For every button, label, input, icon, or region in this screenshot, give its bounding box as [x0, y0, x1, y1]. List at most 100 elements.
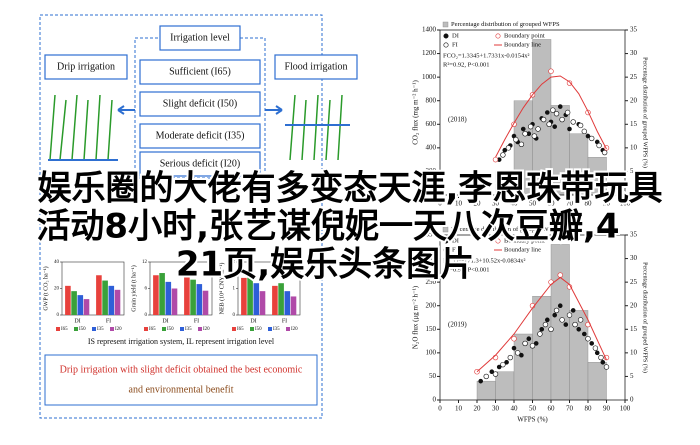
- mini-bar: [253, 283, 260, 315]
- legend-swatch: [442, 226, 449, 233]
- mini-category: FI: [194, 318, 199, 324]
- legend-label: Boundary point: [504, 32, 545, 39]
- right-box: [274, 54, 358, 80]
- point: [544, 317, 550, 323]
- mini-legend-label: I65: [237, 327, 244, 332]
- headline-line: 活动8小时,张艺谋倪妮一天八次豆瓣,4: [36, 207, 619, 247]
- mini-bar: [77, 295, 84, 315]
- x-tick-label: 100: [620, 200, 631, 208]
- point: [522, 340, 528, 347]
- legend-swatch: [443, 238, 449, 244]
- legend-swatch: [495, 33, 501, 39]
- point: [557, 104, 563, 109]
- legend-label: Boundary point: [504, 237, 545, 244]
- point: [576, 326, 582, 332]
- point: [581, 128, 587, 135]
- mini-legend-swatch: [250, 327, 254, 331]
- diagram-title: Irrigation level: [170, 32, 230, 43]
- mini-bar: [241, 277, 247, 315]
- y2-tick-label: 10: [630, 143, 638, 151]
- x-tick-label: 0: [438, 405, 442, 413]
- y2-tick-label: 15: [630, 120, 638, 128]
- legend-swatch: [442, 21, 449, 28]
- point: [504, 359, 509, 365]
- point: [564, 109, 571, 116]
- histogram-bar: [587, 362, 607, 401]
- title-box: [159, 25, 241, 51]
- point: [601, 149, 608, 156]
- x-tick-label: 20: [474, 405, 482, 413]
- year: (2018): [448, 116, 467, 124]
- point: [511, 336, 517, 342]
- mini-legend-swatch: [180, 327, 184, 331]
- y2-axis-label: Percentage distribution of grouped WFPS …: [642, 57, 649, 168]
- headline-line: 21页,娱乐头条图片: [176, 245, 474, 285]
- point: [519, 352, 524, 358]
- point: [557, 303, 563, 309]
- y-tick-label: 50: [429, 372, 437, 380]
- equation: FN₂O=-171.3+10.52x-0.0834x²: [443, 257, 526, 264]
- x-tick-label: 90: [603, 405, 611, 413]
- mini-tick-label: 12: [142, 260, 148, 265]
- mini-ylabel: Grain yield (t ha⁻¹): [130, 265, 137, 311]
- mini-legend-label: I50: [79, 327, 86, 332]
- mini-bar: [202, 290, 209, 315]
- legend-label: DI: [452, 237, 459, 244]
- left-frame: [39, 14, 323, 419]
- y-tick-label: 400: [426, 143, 437, 151]
- point: [544, 110, 550, 115]
- mini-bar: [171, 288, 178, 315]
- x-tick-label: 80: [585, 200, 593, 208]
- year: (2019): [448, 321, 467, 329]
- level-label: Serious deficit (I20): [160, 158, 241, 169]
- point: [514, 350, 521, 356]
- level-box: [139, 151, 261, 177]
- point: [548, 326, 554, 332]
- mini-tick-label: 0: [233, 313, 236, 318]
- point: [520, 126, 526, 132]
- mini-bar: [278, 283, 284, 315]
- point: [553, 110, 560, 117]
- point: [492, 156, 499, 163]
- mini-category: FI: [282, 318, 287, 324]
- x-tick-label: 80: [585, 405, 593, 413]
- mini-category: DI: [74, 318, 80, 324]
- mini-bar: [184, 277, 190, 315]
- point: [553, 307, 560, 314]
- point: [535, 126, 541, 132]
- x-tick-label: 20: [474, 200, 482, 208]
- point: [550, 107, 556, 113]
- mini-legend-label: I65: [149, 327, 156, 332]
- mini-tick-label: 6: [145, 287, 148, 292]
- equation: FCO₂=1.3345+1.7331x-0.0154x²: [443, 52, 530, 59]
- mini-tick-label: 40: [54, 260, 60, 265]
- conclusion-line: Drip irrigation with slight deficit obta…: [60, 364, 303, 375]
- point: [559, 317, 565, 323]
- point: [570, 308, 576, 313]
- y-tick-label: 1400: [422, 26, 437, 34]
- x-tick-label: 100: [620, 405, 631, 413]
- point: [492, 371, 499, 377]
- point: [527, 123, 534, 130]
- y2-tick-label: 25: [630, 278, 638, 286]
- mini-legend-label: I35: [97, 327, 104, 332]
- point: [603, 364, 610, 370]
- y-axis-label: N₂O flux (μg m⁻² h⁻¹): [412, 285, 420, 349]
- y-tick-label: 150: [426, 325, 437, 333]
- y-tick-label: 800: [426, 96, 437, 104]
- point: [500, 361, 506, 368]
- x-tick-label: 0: [438, 200, 442, 208]
- histogram-bar: [550, 244, 570, 401]
- x-tick-label: 50: [529, 200, 537, 208]
- mini-bar: [272, 285, 278, 315]
- stats: R²=0.95, P<0.001: [443, 266, 489, 273]
- point: [559, 116, 565, 123]
- y2-tick-label: 20: [630, 301, 638, 309]
- mini-legend-swatch: [198, 327, 202, 331]
- point: [572, 321, 578, 328]
- mini-bar: [284, 291, 291, 315]
- y2-tick-label: 15: [630, 325, 638, 333]
- y-tick-label: 0: [433, 396, 437, 404]
- y-axis-label: CO₂ flux (mg m⁻² h⁻¹): [412, 80, 420, 145]
